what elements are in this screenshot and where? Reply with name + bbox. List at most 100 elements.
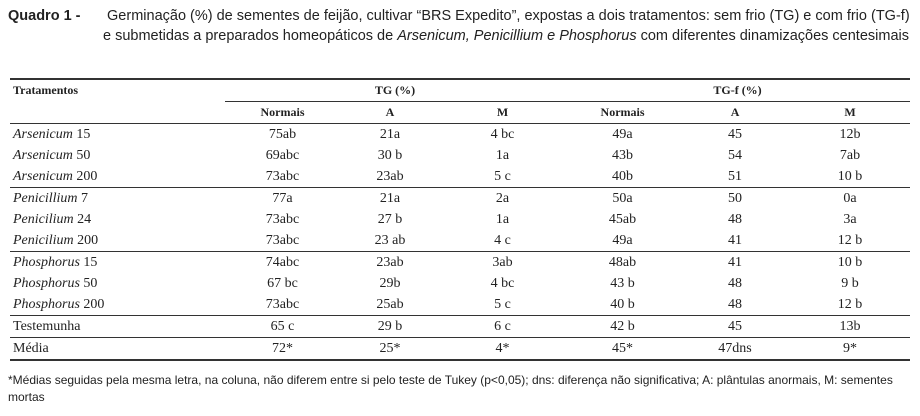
cell: 50 xyxy=(680,187,791,209)
row-group: Média 72* 25* 4* 45* 47dns 9* xyxy=(10,337,911,361)
caption: Quadro 1 - Germinação (%) de sementes de… xyxy=(8,6,913,46)
treatment-name: Arsenicum xyxy=(13,126,73,142)
treatment-name: Arsenicum xyxy=(13,147,73,163)
cell: 42 b xyxy=(565,315,681,338)
cell: 5 c xyxy=(494,168,511,184)
cell: 27 b xyxy=(377,211,403,227)
cell: 48 xyxy=(728,275,743,291)
treatment: Arsenicum 15 xyxy=(10,124,225,146)
subheader: Normais xyxy=(225,101,340,124)
table: Tratamentos TG (%) TG-f (%) Normais A M Norma… xyxy=(10,78,911,361)
cell: 4* xyxy=(440,337,566,361)
cell: 50a xyxy=(565,187,681,209)
cell: 3a xyxy=(843,211,857,227)
cell: 4 bc xyxy=(490,126,515,142)
row: Arsenicum 15 75ab 21a 4 bc 49a 45 12b xyxy=(10,124,910,146)
caption-label: Quadro 1 - xyxy=(8,8,81,24)
subheader: A xyxy=(340,101,440,124)
cell: 10 b xyxy=(790,251,911,273)
cell: 49a xyxy=(612,232,633,248)
cell: 3ab xyxy=(440,251,566,273)
treatment-name: Phosphorus xyxy=(13,254,80,270)
treatment-dose: 200 xyxy=(83,296,105,312)
cell: 40b xyxy=(612,168,634,184)
cell: 12 b xyxy=(837,296,863,312)
treatment: Penicilium 24 xyxy=(10,209,225,230)
cell: 45ab xyxy=(608,211,637,227)
cell: 12 b xyxy=(837,232,863,248)
cell: 23ab xyxy=(340,251,440,273)
cell: 69abc xyxy=(265,147,300,163)
treatment: Arsenicum 200 xyxy=(10,166,225,188)
cell: 73abc xyxy=(265,296,300,312)
treatment-dose: 15 xyxy=(83,254,98,270)
cell: 41 xyxy=(680,251,791,273)
treatment-name: Penicillium xyxy=(13,190,78,206)
treatment-name: Testemunha xyxy=(13,318,81,334)
cell: 23 ab xyxy=(374,232,406,248)
cell: 25ab xyxy=(376,296,404,312)
cell: 40 b xyxy=(610,296,635,312)
row: Arsenicum 50 69abc 30 b 1a 43b 54 7ab xyxy=(10,145,910,166)
cell: 4 c xyxy=(494,232,511,248)
cell: 29b xyxy=(379,275,401,291)
subheader: Normais xyxy=(565,101,681,124)
cell: 45 xyxy=(728,126,743,142)
cell: 47dns xyxy=(680,337,791,361)
treatment: Arsenicum 50 xyxy=(10,145,225,166)
row: Média 72* 25* 4* 45* 47dns 9* xyxy=(10,337,911,361)
cell: 48 xyxy=(728,296,743,312)
row: Phosphorus 200 73abc 25ab 5 c 40 b 48 12 b xyxy=(10,294,910,316)
cell: 25* xyxy=(340,337,440,361)
cell: 2a xyxy=(440,187,566,209)
treatment-name: Média xyxy=(13,340,49,356)
cell: 73abc xyxy=(265,211,300,227)
treatment-name: Penicilium xyxy=(13,211,74,227)
treatment-dose: 200 xyxy=(76,168,98,184)
row: Phosphorus 15 74abc 23ab 3ab 48ab 41 10 b xyxy=(10,251,911,273)
cell: 1a xyxy=(495,147,510,163)
subheader: A xyxy=(680,101,791,124)
row: Phosphorus 50 67 bc 29b 4 bc 43 b 48 9 b xyxy=(10,273,910,294)
row: Penicilium 200 73abc 23 ab 4 c 49a 41 12 b xyxy=(10,230,910,252)
cell: 41 xyxy=(728,232,743,248)
cell: 77a xyxy=(225,187,340,209)
row-group: Arsenicum 15 75ab 21a 4 bc 49a 45 12b Arsenicum… xyxy=(10,124,910,188)
cell: 45* xyxy=(565,337,681,361)
cell: 43b xyxy=(612,147,634,163)
cell: 74abc xyxy=(225,251,340,273)
treatment-dose: 200 xyxy=(77,232,99,248)
cell: 5 c xyxy=(494,296,511,312)
column-group: TG (%) xyxy=(225,78,566,102)
cell: 23ab xyxy=(376,168,404,184)
caption-italic: Arsenicum, Penicillium e Phosphorus xyxy=(397,28,637,44)
treatment: Média xyxy=(10,337,225,361)
treatment-dose: 7 xyxy=(81,190,89,206)
cell: 21a xyxy=(379,126,401,142)
cell: 21a xyxy=(340,187,440,209)
treatment-name: Penicilium xyxy=(13,232,74,248)
cell: 48ab xyxy=(565,251,681,273)
cell: 9 b xyxy=(841,275,859,291)
cell: 6 c xyxy=(440,315,566,338)
treatment-name: Phosphorus xyxy=(13,275,80,291)
treatment: Phosphorus 50 xyxy=(10,273,225,294)
row-group: Penicillium 7 77a 21a 2a 50a 50 0a Penicilium 2… xyxy=(10,187,911,252)
cell: 73abc xyxy=(265,232,300,248)
treatment: Penicillium 7 xyxy=(10,187,225,209)
cell: 67 bc xyxy=(267,275,298,291)
row: Penicilium 24 73abc 27 b 1a 45ab 48 3a xyxy=(10,209,910,230)
cell: 73abc xyxy=(265,168,300,184)
cell: 51 xyxy=(728,168,743,184)
cell: 72* xyxy=(225,337,340,361)
cell: 43 b xyxy=(610,275,635,291)
cell: 48 xyxy=(728,211,743,227)
cell: 30 b xyxy=(377,147,403,163)
cell: 65 c xyxy=(225,315,340,338)
cell: 13b xyxy=(790,315,911,338)
treatment: Phosphorus 15 xyxy=(10,251,225,273)
row: Penicillium 7 77a 21a 2a 50a 50 0a xyxy=(10,187,911,209)
row: Arsenicum 200 73abc 23ab 5 c 40b 51 10 b xyxy=(10,166,910,188)
